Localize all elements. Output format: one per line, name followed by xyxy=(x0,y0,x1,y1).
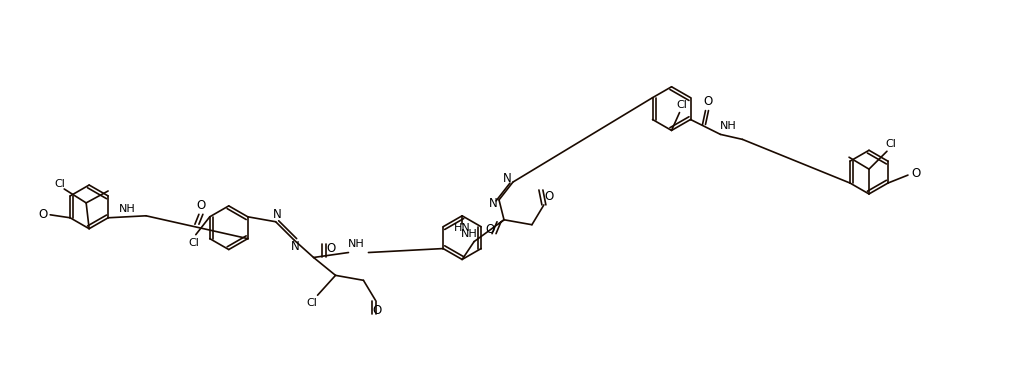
Text: NH: NH xyxy=(348,239,365,249)
Text: Cl: Cl xyxy=(189,238,199,247)
Text: O: O xyxy=(911,167,920,180)
Text: O: O xyxy=(486,223,495,236)
Text: Cl: Cl xyxy=(886,139,896,149)
Text: Cl: Cl xyxy=(306,298,317,308)
Text: NH: NH xyxy=(720,121,737,132)
Text: O: O xyxy=(326,242,335,255)
Text: O: O xyxy=(38,208,47,221)
Text: N: N xyxy=(489,197,497,211)
Text: N: N xyxy=(274,208,282,221)
Text: O: O xyxy=(373,303,382,317)
Text: N: N xyxy=(503,171,511,185)
Text: HN: HN xyxy=(453,223,471,233)
Text: N: N xyxy=(291,240,300,253)
Text: Cl: Cl xyxy=(55,179,66,189)
Text: NH: NH xyxy=(461,229,478,239)
Text: Cl: Cl xyxy=(676,100,687,110)
Text: O: O xyxy=(196,199,205,212)
Text: O: O xyxy=(704,95,713,108)
Text: NH: NH xyxy=(119,204,135,214)
Text: O: O xyxy=(544,190,553,203)
